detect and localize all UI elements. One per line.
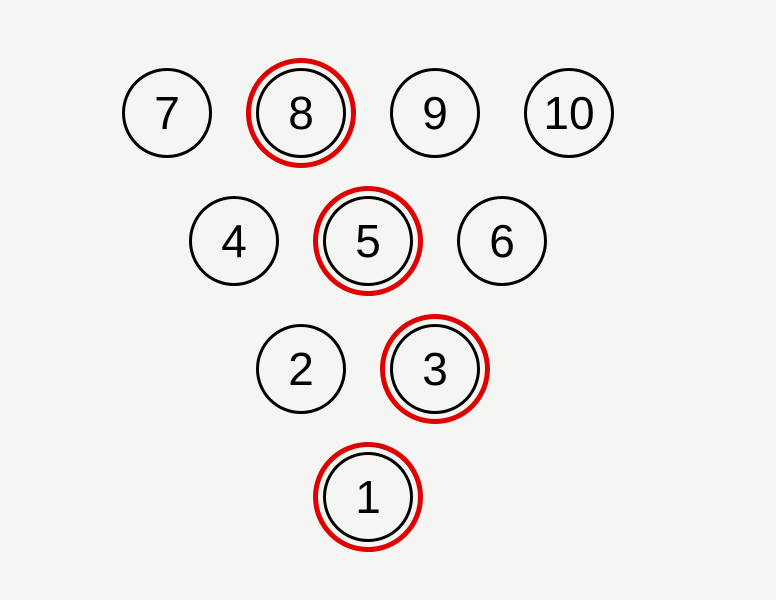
pin-circle-3: 3 — [390, 324, 480, 414]
pin-circle-1: 1 — [323, 452, 413, 542]
pin-circle-2: 2 — [256, 324, 346, 414]
pin-label-10: 10 — [543, 90, 594, 136]
pin-circle-7: 7 — [122, 68, 212, 158]
pin-label-6: 6 — [489, 218, 515, 264]
pin-label-4: 4 — [221, 218, 247, 264]
pin-circle-10: 10 — [524, 68, 614, 158]
pin-label-8: 8 — [288, 90, 314, 136]
pin-label-5: 5 — [355, 218, 381, 264]
pin-circle-5: 5 — [323, 196, 413, 286]
pin-circle-4: 4 — [189, 196, 279, 286]
pin-label-9: 9 — [422, 90, 448, 136]
pin-label-3: 3 — [422, 346, 448, 392]
pin-label-7: 7 — [154, 90, 180, 136]
pin-label-1: 1 — [355, 474, 381, 520]
pin-label-2: 2 — [288, 346, 314, 392]
pin-circle-6: 6 — [457, 196, 547, 286]
pin-circle-9: 9 — [390, 68, 480, 158]
pin-circle-8: 8 — [256, 68, 346, 158]
